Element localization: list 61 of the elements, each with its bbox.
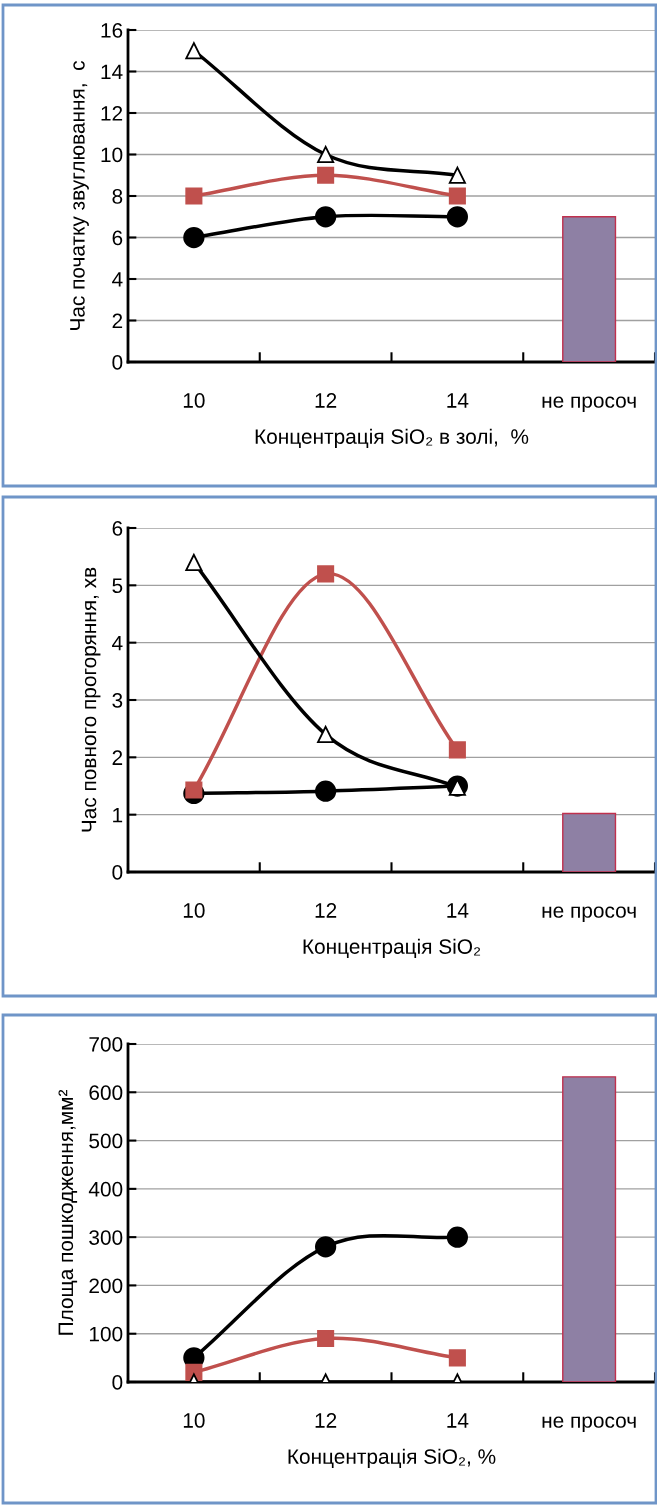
point <box>314 780 337 802</box>
point <box>448 1349 466 1367</box>
y-tick-label: 6 <box>112 230 123 246</box>
x-tick-label: не просоч <box>542 396 636 412</box>
x-tick-label: 10 <box>183 903 205 918</box>
point <box>317 565 335 583</box>
y-tick-label: 16 <box>101 23 123 38</box>
y-axis-title: Час повного прогоряння, хв <box>81 567 101 832</box>
y-tick-label: 700 <box>89 1037 123 1052</box>
x-tick-label: не просоч <box>542 906 636 922</box>
point <box>314 1236 337 1258</box>
x-tick-label: 10 <box>183 1413 205 1428</box>
point <box>314 206 337 228</box>
x-tick-label: не просоч <box>542 1416 636 1432</box>
x-axis-title: Концентрація SiO₂ <box>303 938 481 959</box>
y-tick-label: 6 <box>112 521 123 536</box>
point <box>185 553 203 571</box>
point <box>446 206 469 228</box>
point <box>317 1329 335 1348</box>
y-tick-label: 2 <box>112 750 123 765</box>
y-tick-label: 0 <box>112 1375 123 1390</box>
y-tick-label: 4 <box>112 635 123 651</box>
x-tick-label: 12 <box>315 1413 337 1428</box>
point <box>448 741 466 759</box>
point <box>317 145 335 164</box>
point <box>185 187 203 205</box>
y-tick-label: 300 <box>89 1230 123 1245</box>
y-tick-label: 4 <box>112 272 123 287</box>
x-tick-label: 10 <box>183 393 205 408</box>
x-tick-label: 14 <box>447 1413 469 1428</box>
point <box>183 226 205 249</box>
y-tick-label: 8 <box>112 189 123 204</box>
point <box>317 725 335 743</box>
y-tick-label: 3 <box>112 693 123 708</box>
y-tick-label: 10 <box>101 147 123 163</box>
y-tick-label: 14 <box>101 64 123 80</box>
y-tick-label: 12 <box>101 106 123 121</box>
y-tick-label: 100 <box>89 1326 123 1342</box>
y-tick-label: 0 <box>112 355 123 370</box>
y-tick-label: 0 <box>112 865 123 880</box>
x-tick-label: 14 <box>447 393 469 408</box>
y-axis-title: Час початку звуглювання, с <box>70 60 89 330</box>
x-axis-title: Концентрація SiO₂, % <box>288 1448 496 1469</box>
y-axis-title: Площа пошкодження,мм² <box>58 1089 78 1335</box>
point <box>446 1226 469 1248</box>
y-tick-label: 400 <box>88 1181 123 1197</box>
y-tick-label: 1 <box>113 807 123 823</box>
point <box>448 166 466 184</box>
y-tick-label: 5 <box>112 578 123 594</box>
point <box>185 42 203 60</box>
x-tick-label: 12 <box>315 393 337 408</box>
y-tick-label: 600 <box>89 1085 123 1101</box>
y-tick-label: 500 <box>89 1133 123 1149</box>
y-tick-label: 200 <box>89 1278 123 1294</box>
point <box>185 781 203 799</box>
point <box>448 187 466 205</box>
x-axis-title: Концентрація SiO₂ в золі, % <box>255 428 529 449</box>
x-tick-label: 14 <box>447 903 469 918</box>
point <box>317 166 335 184</box>
x-tick-label: 12 <box>315 903 337 918</box>
y-tick-label: 2 <box>112 313 123 329</box>
